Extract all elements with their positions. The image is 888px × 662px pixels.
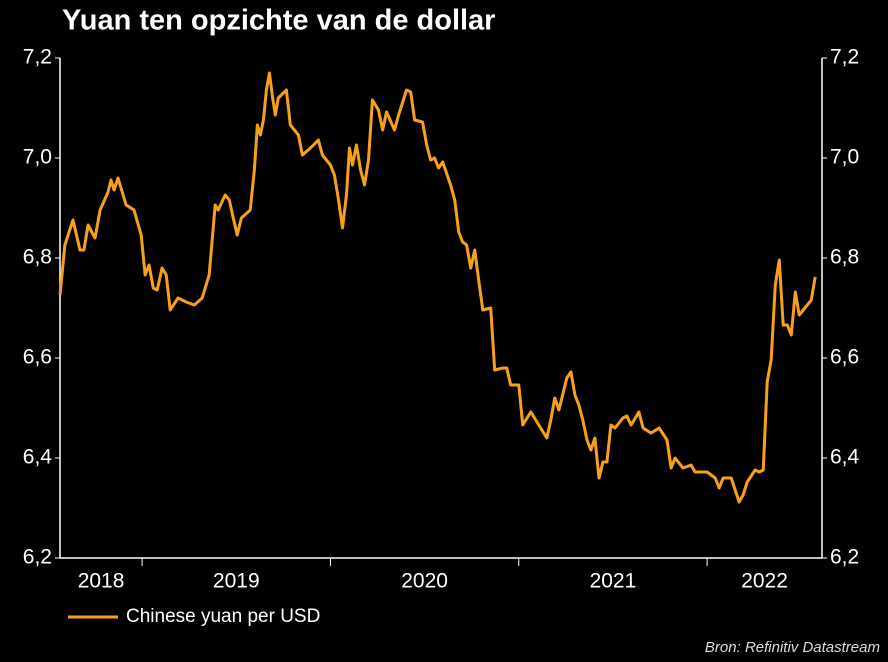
x-tick-label: 2020	[401, 570, 448, 593]
line	[58, 71, 817, 504]
y2-tick-label: 7,0	[830, 146, 859, 169]
x-tick-label: 2018	[78, 570, 125, 593]
y-tick-label: 7,0	[23, 146, 52, 169]
y2-tick-label: 7,2	[830, 46, 859, 69]
y2-tick-label: 6,6	[830, 346, 859, 369]
x-tick-label: 2022	[741, 570, 788, 593]
chart-title: Yuan ten opzichte van de dollar	[62, 5, 495, 37]
source: Bron: Refinitiv Datastream	[705, 639, 880, 656]
y-tick-label: 6,2	[23, 546, 52, 569]
y-tick-label: 6,4	[23, 446, 53, 469]
x-tick-label: 2019	[213, 570, 260, 593]
legend-label: Chinese yuan per USD	[126, 606, 320, 627]
y-tick-label: 6,6	[23, 346, 52, 369]
x-tick-label: 2021	[590, 570, 637, 593]
y-tick-label: 6,8	[23, 246, 52, 269]
y2-tick-label: 6,2	[830, 546, 859, 569]
y2-tick-label: 6,4	[830, 446, 860, 469]
y2-tick-label: 6,8	[830, 246, 859, 269]
y-tick-label: 7,2	[23, 46, 52, 69]
